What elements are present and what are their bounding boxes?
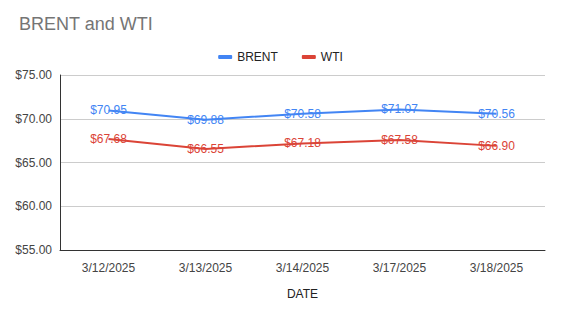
svg-text:$65.00: $65.00 (15, 156, 52, 170)
svg-text:$67.68: $67.68 (90, 132, 127, 146)
svg-text:3/14/2025: 3/14/2025 (276, 261, 330, 275)
svg-text:BRENT and WTI: BRENT and WTI (19, 14, 153, 34)
svg-text:$70.58: $70.58 (284, 107, 321, 121)
svg-text:$60.00: $60.00 (15, 199, 52, 213)
svg-text:3/13/2025: 3/13/2025 (179, 261, 233, 275)
svg-text:$70.56: $70.56 (478, 107, 515, 121)
svg-text:3/18/2025: 3/18/2025 (470, 261, 524, 275)
svg-text:$55.00: $55.00 (15, 243, 52, 257)
svg-text:$70.95: $70.95 (90, 103, 127, 117)
svg-text:WTI: WTI (321, 50, 343, 64)
svg-text:$66.55: $66.55 (187, 142, 224, 156)
svg-text:DATE: DATE (287, 287, 318, 301)
svg-text:BRENT: BRENT (237, 50, 278, 64)
svg-text:$71.07: $71.07 (381, 102, 418, 116)
svg-text:$67.18: $67.18 (284, 136, 321, 150)
svg-text:$70.00: $70.00 (15, 112, 52, 126)
svg-text:3/17/2025: 3/17/2025 (373, 261, 427, 275)
svg-text:$69.88: $69.88 (187, 113, 224, 127)
svg-text:$67.58: $67.58 (381, 133, 418, 147)
svg-text:$75.00: $75.00 (15, 68, 52, 82)
svg-text:$66.90: $66.90 (478, 139, 515, 153)
svg-text:3/12/2025: 3/12/2025 (82, 261, 136, 275)
